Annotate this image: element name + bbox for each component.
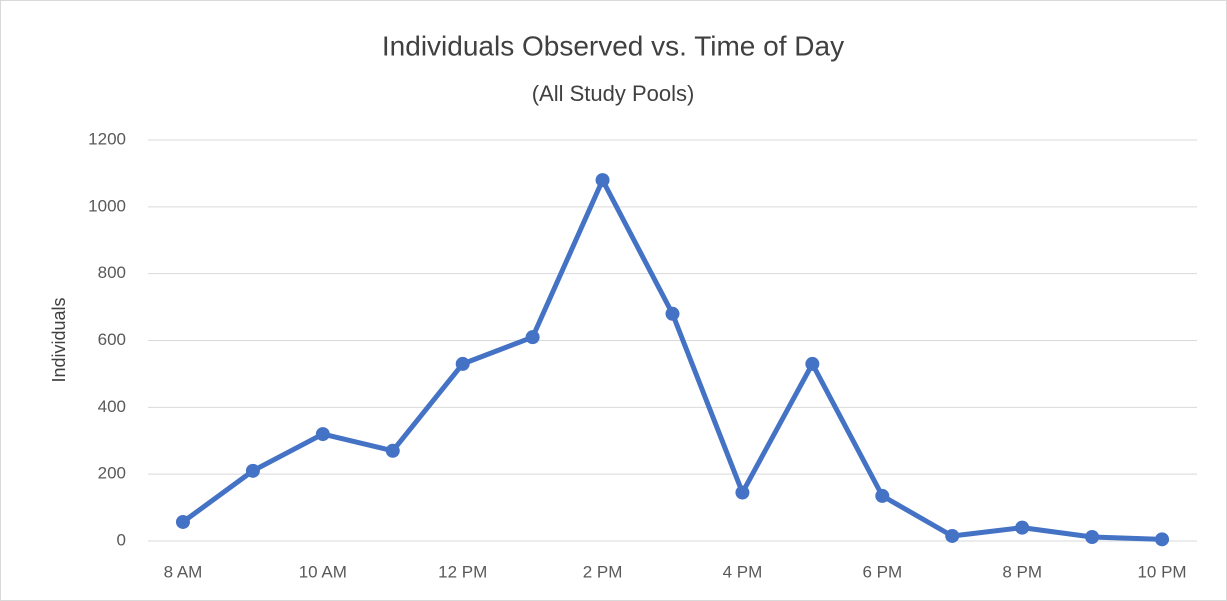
data-point bbox=[735, 485, 750, 500]
x-tick-label: 8 AM bbox=[164, 562, 203, 581]
x-tick-label: 10 PM bbox=[1137, 562, 1186, 581]
data-point bbox=[455, 356, 470, 371]
data-point bbox=[665, 306, 680, 321]
data-point bbox=[945, 528, 960, 543]
x-tick-label: 10 AM bbox=[299, 562, 347, 581]
chart-title: Individuals Observed vs. Time of Day bbox=[382, 30, 844, 61]
x-tick-label: 2 PM bbox=[583, 562, 623, 581]
chart-subtitle: (All Study Pools) bbox=[532, 81, 695, 106]
data-point bbox=[875, 488, 890, 503]
x-tick-label: 12 PM bbox=[438, 562, 487, 581]
data-point bbox=[595, 173, 610, 188]
data-point bbox=[525, 330, 540, 345]
y-tick-label: 1000 bbox=[88, 196, 126, 215]
data-point bbox=[315, 427, 330, 442]
data-point bbox=[805, 356, 820, 371]
data-point bbox=[1085, 529, 1100, 544]
x-tick-label: 8 PM bbox=[1002, 562, 1042, 581]
y-tick-label: 800 bbox=[98, 263, 126, 282]
y-tick-label: 0 bbox=[117, 530, 126, 549]
x-tick-label: 6 PM bbox=[862, 562, 902, 581]
data-point bbox=[385, 443, 400, 458]
x-tick-label: 4 PM bbox=[723, 562, 763, 581]
y-axis-label: Individuals bbox=[49, 297, 69, 382]
y-tick-label: 400 bbox=[98, 397, 126, 416]
y-tick-label: 600 bbox=[98, 330, 126, 349]
y-tick-label: 1200 bbox=[88, 129, 126, 148]
data-point bbox=[175, 514, 190, 529]
data-point bbox=[1015, 520, 1030, 535]
data-point bbox=[245, 463, 260, 478]
data-point bbox=[1155, 532, 1170, 547]
y-tick-label: 200 bbox=[98, 464, 126, 483]
